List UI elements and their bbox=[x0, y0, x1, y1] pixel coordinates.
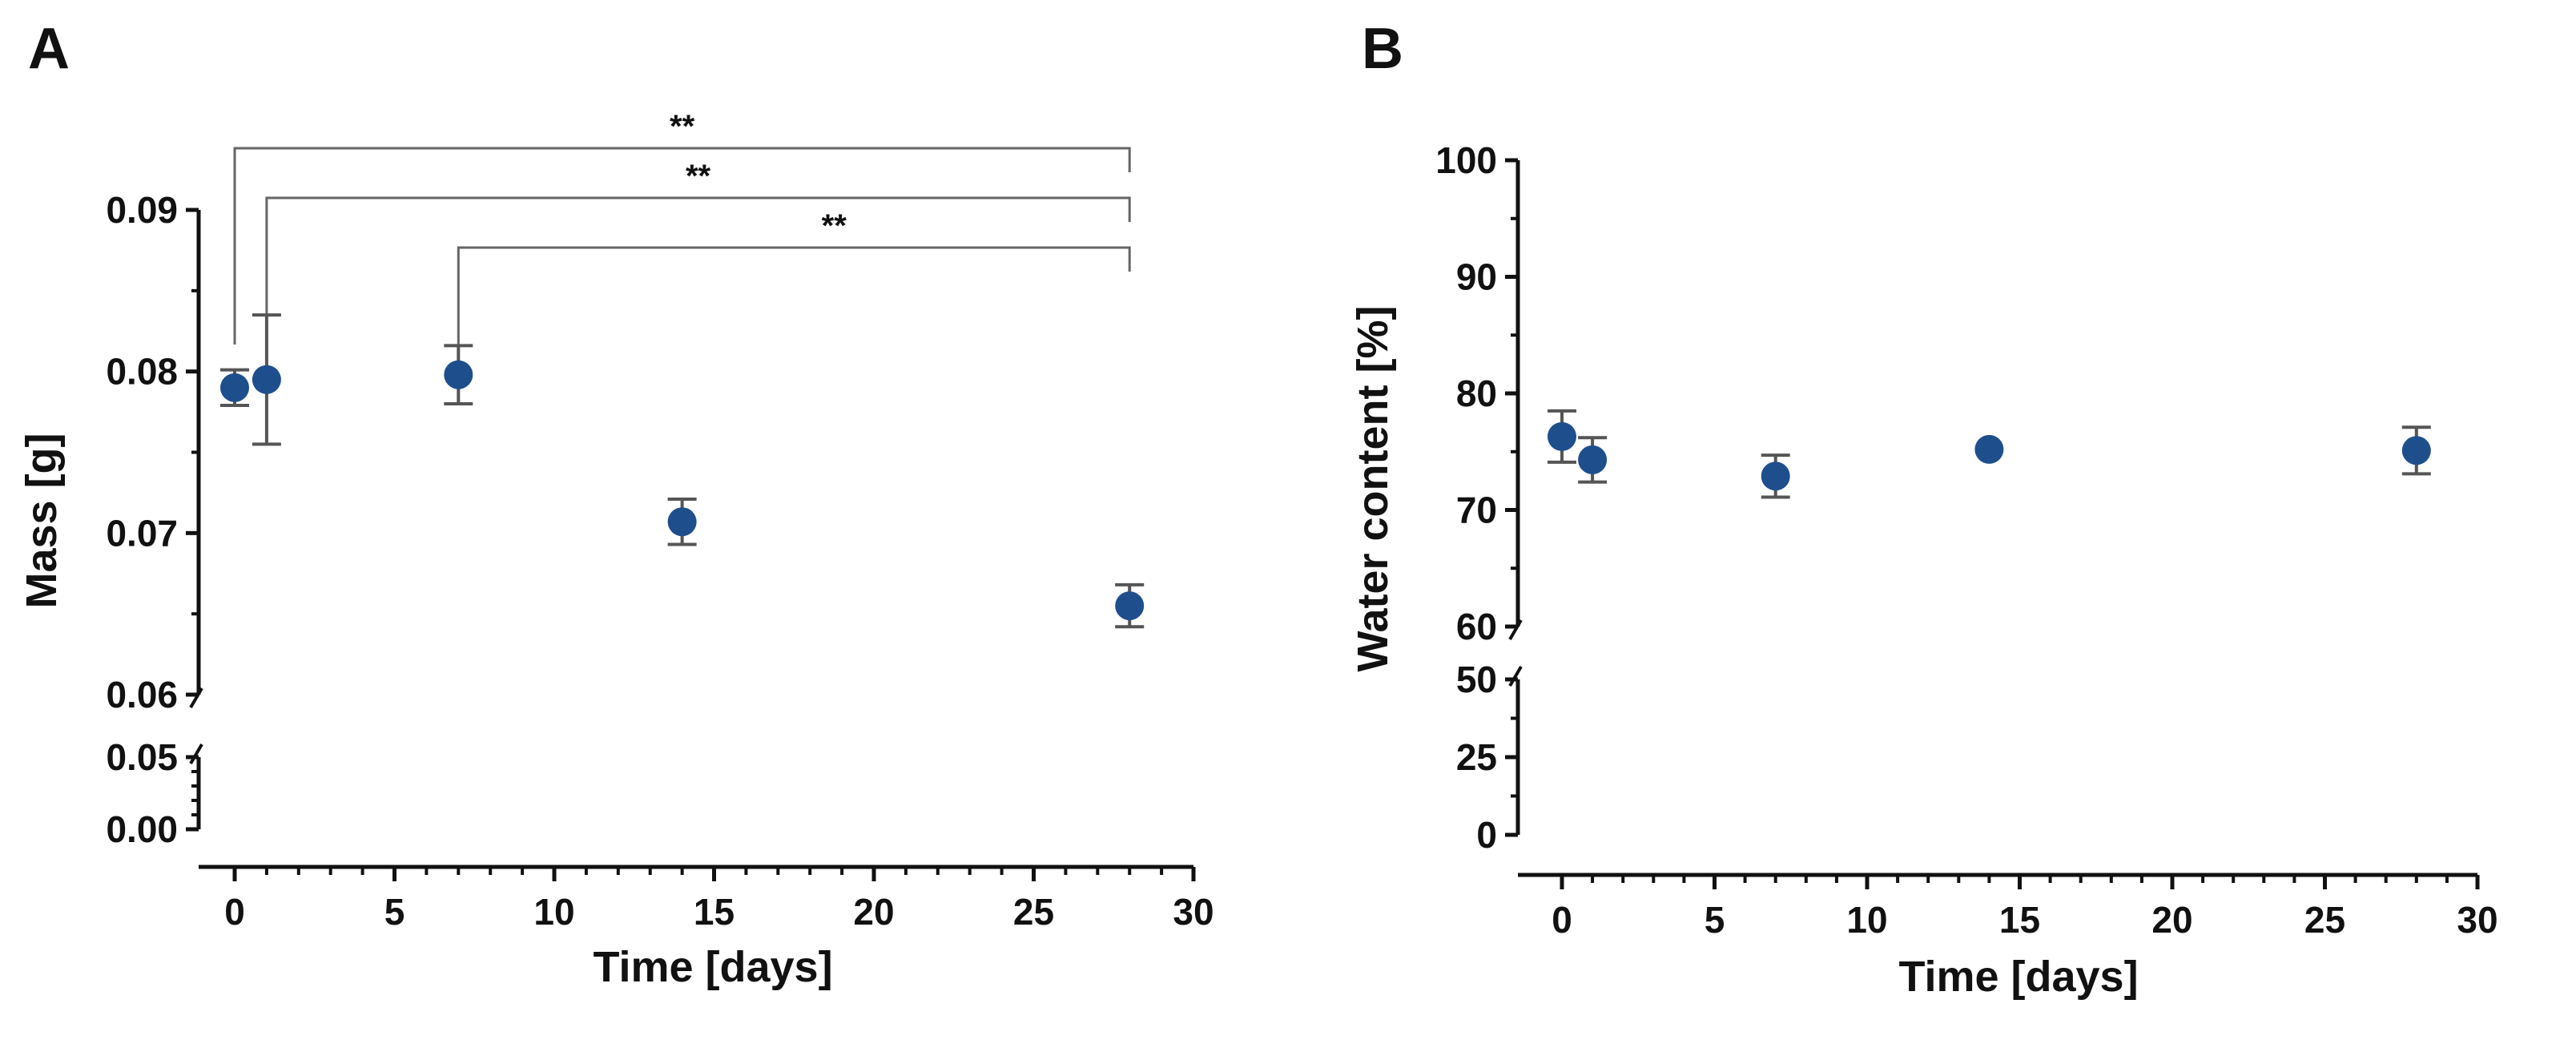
panel-label: A bbox=[28, 17, 70, 81]
significance-bracket bbox=[233, 147, 1131, 345]
x-tick-label: 25 bbox=[2304, 899, 2345, 941]
x-tick-label: 5 bbox=[1705, 899, 1725, 941]
panel-b-water-content-chart: B 0 25 50 60 70 80 90 100 0 5 10 15 20 25 30 Time [days]… bbox=[1349, 17, 2498, 1001]
y-tick-label: 0 bbox=[1476, 814, 1497, 856]
y-tick-label: 0.06 bbox=[106, 674, 178, 715]
panel-label: B bbox=[1362, 17, 1403, 81]
data-point bbox=[1115, 591, 1145, 621]
axis-break-mark bbox=[1508, 665, 1523, 687]
x-tick-label: 0 bbox=[224, 891, 245, 933]
x-axis-title: Time [days] bbox=[593, 943, 832, 991]
y-tick-label: 50 bbox=[1456, 659, 1497, 700]
axis-break-mark bbox=[189, 743, 203, 765]
data-point bbox=[252, 365, 281, 394]
x-tick-label: 30 bbox=[2457, 899, 2498, 941]
y-axis-title: Water content [%] bbox=[1349, 306, 1397, 672]
y-tick-label: 0.07 bbox=[106, 512, 178, 554]
y-tick-label: 0.05 bbox=[106, 736, 178, 778]
x-tick-label: 10 bbox=[1846, 899, 1887, 941]
x-tick-label: 15 bbox=[1999, 899, 2040, 941]
axis-break-mark bbox=[189, 687, 203, 709]
axis-break-mark bbox=[1508, 619, 1523, 641]
y-tick-label: 0.08 bbox=[106, 351, 178, 393]
x-tick-label: 0 bbox=[1552, 899, 1572, 941]
x-axis-title: Time [days] bbox=[1898, 953, 2138, 1001]
x-tick-label: 15 bbox=[694, 891, 735, 933]
x-tick-label: 20 bbox=[2151, 899, 2192, 941]
data-point bbox=[2401, 436, 2431, 466]
data-point bbox=[444, 360, 473, 389]
x-tick-label: 10 bbox=[533, 891, 574, 933]
data-point bbox=[667, 507, 697, 537]
y-tick-label: 0.00 bbox=[106, 808, 178, 850]
significance-label: ** bbox=[822, 208, 847, 244]
significance-bracket bbox=[457, 246, 1131, 352]
y-tick-label: 25 bbox=[1456, 736, 1497, 778]
significance-label: ** bbox=[686, 159, 711, 194]
data-point bbox=[1761, 461, 1790, 491]
data-point bbox=[220, 373, 249, 402]
data-point bbox=[1578, 445, 1608, 474]
y-tick-label: 0.09 bbox=[106, 189, 178, 231]
panel-a-mass-chart: A 0.00 0.05 0.06 0.07 0.08 0.09 0 5 10 15 20 25 30 Tim… bbox=[18, 17, 1214, 991]
data-point bbox=[1974, 434, 2004, 464]
significance-label: ** bbox=[670, 109, 695, 144]
y-tick-label: 60 bbox=[1456, 606, 1497, 647]
x-tick-label: 25 bbox=[1013, 891, 1054, 933]
y-tick-label: 90 bbox=[1456, 256, 1497, 298]
data-point bbox=[1548, 421, 1576, 451]
x-tick-label: 20 bbox=[853, 891, 894, 933]
significance-bracket bbox=[265, 196, 1131, 370]
y-tick-label: 100 bbox=[1435, 139, 1497, 181]
x-tick-label: 5 bbox=[384, 891, 405, 933]
x-tick-label: 30 bbox=[1173, 891, 1214, 933]
y-axis-title: Mass [g] bbox=[18, 433, 66, 608]
y-tick-label: 80 bbox=[1456, 373, 1497, 414]
y-tick-label: 70 bbox=[1456, 490, 1497, 531]
